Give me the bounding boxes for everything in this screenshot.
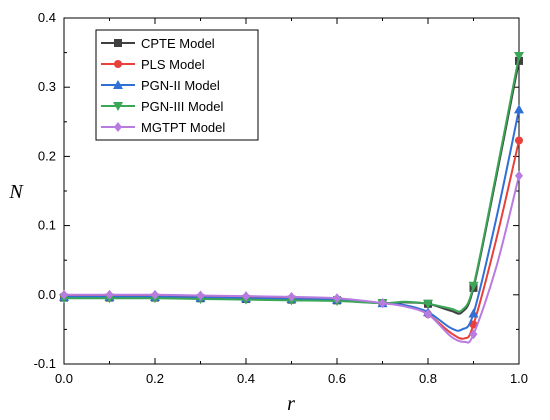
x-tick-label: 0.4 [237, 371, 255, 386]
legend-marker [114, 122, 122, 132]
y-tick-label: -0.1 [34, 356, 56, 371]
data-point [514, 104, 524, 114]
data-point [423, 299, 433, 309]
y-tick-label: 0.2 [38, 148, 56, 163]
legend-label: PGN-III Model [141, 99, 223, 114]
x-tick-label: 0.8 [419, 371, 437, 386]
x-tick-label: 1.0 [510, 371, 528, 386]
y-tick-label: 0.0 [38, 287, 56, 302]
data-point [287, 291, 296, 302]
data-point [515, 136, 523, 145]
series-line-pgn-iii-model [64, 55, 520, 313]
data-point [468, 308, 479, 318]
data-point [196, 290, 205, 301]
y-tick-label: 0.3 [38, 79, 56, 94]
legend-marker [114, 60, 122, 68]
y-tick-label: 0.1 [38, 218, 56, 233]
series-mgtpt-model [60, 170, 523, 344]
x-axis-label: r [287, 393, 295, 415]
y-tick-label: 0.4 [38, 10, 56, 25]
x-tick-label: 0.6 [328, 371, 346, 386]
legend-label: MGTPT Model [141, 120, 225, 135]
data-point [242, 291, 250, 302]
data-point [424, 309, 432, 320]
axis-ticks: 0.0 0.2 0.4 0.6 0.8 1.0-0.10.00.10.20.30.4 [34, 10, 528, 386]
data-point [469, 329, 478, 340]
data-point [468, 281, 479, 291]
data-point [105, 289, 114, 300]
legend: CPTE Model PLS Model PGN-II Model PGN-III M… [95, 29, 259, 141]
y-axis-label: N [8, 181, 24, 203]
legend-label: CPTE Model [141, 36, 215, 51]
data-point [515, 170, 523, 181]
legend-marker [113, 102, 123, 111]
legend-label: PLS Model [141, 57, 205, 72]
data-point [333, 293, 341, 304]
data-point [514, 52, 524, 62]
series-layer [59, 52, 524, 344]
legend-label: PGN-II Model [141, 78, 220, 93]
data-point [151, 289, 159, 300]
x-tick-label: 0.0 [55, 371, 73, 386]
legend-marker [113, 80, 123, 89]
legend-marker [114, 39, 122, 47]
data-point [378, 298, 387, 309]
x-tick-label: 0.2 [146, 371, 164, 386]
data-point [60, 289, 68, 300]
data-point [469, 320, 478, 329]
